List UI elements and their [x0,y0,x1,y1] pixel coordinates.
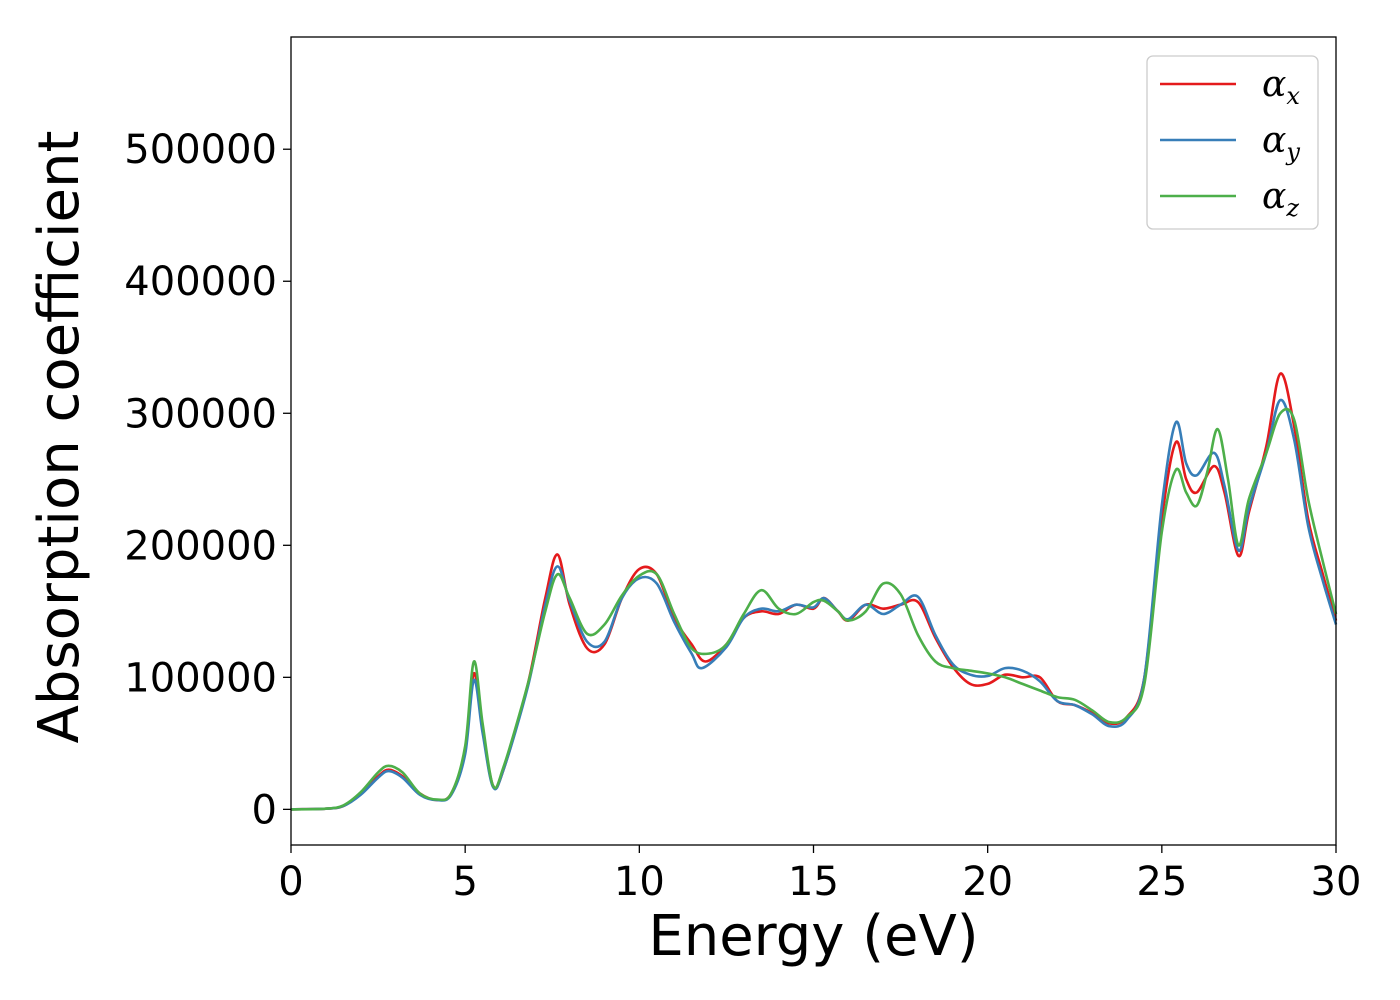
y-tick-label: 0 [252,787,277,833]
legend: αx αy αz [1146,55,1319,230]
y-tick-label: 300000 [124,391,277,437]
y-tick-label: 100000 [124,655,277,701]
series-line-x [290,372,1338,811]
x-tick-label: 10 [614,859,665,905]
x-tick-label: 5 [452,859,477,905]
y-tick-label: 500000 [124,127,277,173]
series-line-z [290,407,1338,811]
plot-lines [290,372,1338,811]
x-tick-label: 15 [788,859,839,905]
legend-label-z: αz [1262,176,1299,222]
x-tick-label: 30 [1311,859,1362,905]
legend-box [1146,55,1319,230]
x-tick-label: 20 [962,859,1013,905]
legend-label-y: αy [1262,120,1300,166]
y-tick-label: 400000 [124,259,277,305]
y-axis-ticks: 0 100000 200000 300000 400000 500000 [124,127,291,833]
plot-frame [290,36,1337,846]
y-tick-label: 200000 [124,523,277,569]
x-tick-label: 0 [278,859,303,905]
y-axis-label: Absorption coefficient [27,131,92,744]
legend-label-x: αx [1262,64,1300,110]
x-axis-label: Energy (eV) [648,904,978,969]
x-axis-ticks: 0 5 10 15 20 25 30 [278,845,1361,905]
series-line-y [290,398,1338,811]
x-tick-label: 25 [1136,859,1187,905]
